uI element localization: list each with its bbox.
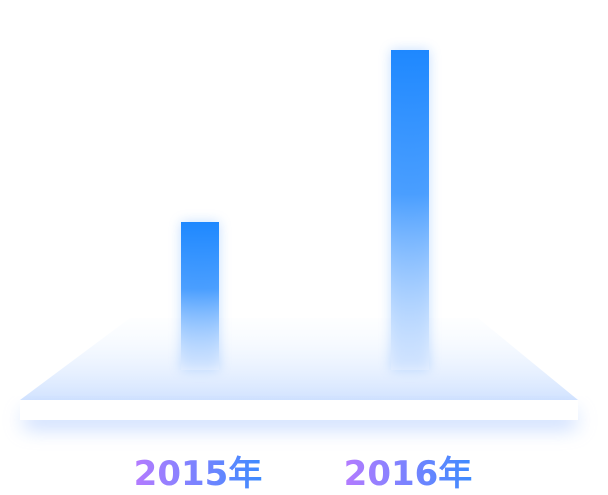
platform-surface xyxy=(20,318,578,400)
labels-layer: 2015年 2016年 xyxy=(134,454,473,494)
bar-1 xyxy=(391,50,429,370)
bars-layer xyxy=(181,50,429,370)
platform-slab xyxy=(20,400,578,420)
category-label-1: 2016年 xyxy=(344,454,473,494)
category-label-0: 2015年 xyxy=(134,454,263,494)
bar-0 xyxy=(181,222,219,370)
